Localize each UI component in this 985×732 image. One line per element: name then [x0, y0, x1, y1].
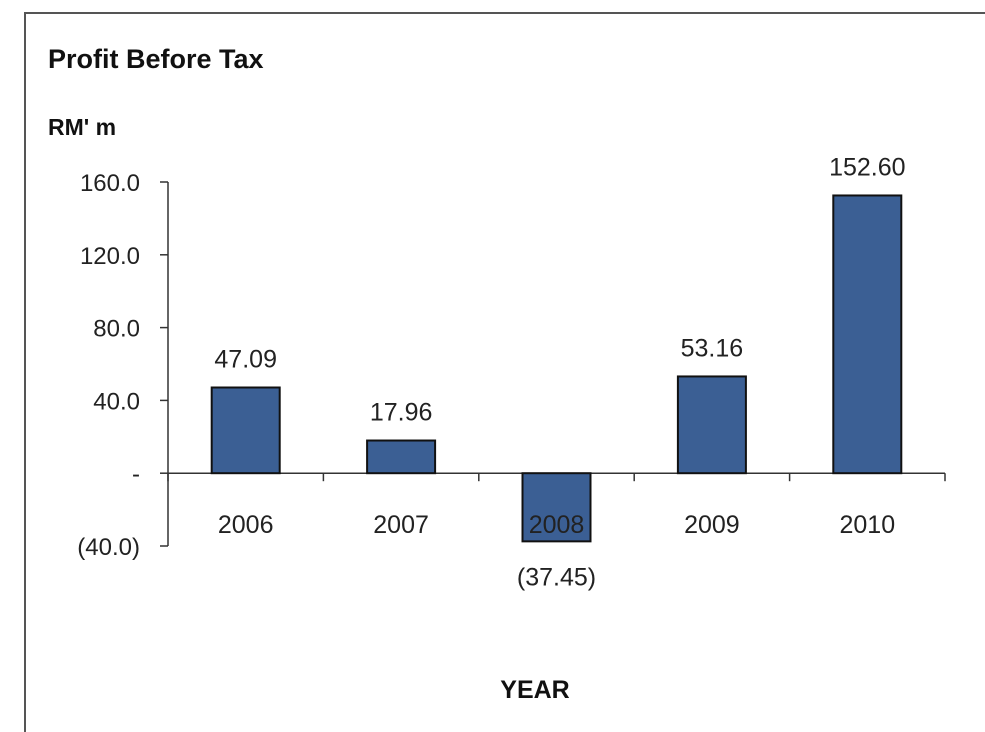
- y-tick-label: 40.0: [93, 388, 140, 415]
- category-label: 2006: [218, 511, 274, 539]
- chart: Profit Before Tax RM' m 160.0 120.0 80.0 40…: [48, 44, 946, 704]
- data-label: 47.09: [214, 345, 277, 373]
- bar-2010: [832, 194, 903, 475]
- chart-title: Profit Before Tax: [48, 44, 264, 74]
- y-tick-label: 120.0: [80, 243, 140, 270]
- data-label: 152.60: [829, 153, 905, 181]
- unit-label: RM' m: [48, 114, 116, 140]
- category-label: 2008: [529, 511, 585, 539]
- y-tick-label: -: [132, 461, 140, 488]
- data-label: (37.45): [517, 563, 596, 591]
- labels: 160.0 120.0 80.0 40.0 - (40.0) 2006 2007 2008 200…: [77, 153, 905, 591]
- bar-2006: [210, 386, 281, 475]
- category-label: 2010: [839, 511, 895, 539]
- y-tick-label: (40.0): [77, 534, 140, 561]
- y-tick-label: 160.0: [80, 170, 140, 197]
- category-label: 2007: [373, 511, 429, 539]
- category-label: 2009: [684, 511, 740, 539]
- data-label: 53.16: [681, 334, 744, 362]
- data-label: 17.96: [370, 399, 433, 427]
- bar-2009: [676, 375, 747, 475]
- chart-frame: [24, 12, 985, 732]
- bar-2007: [366, 439, 437, 475]
- y-tick-label: 80.0: [93, 316, 140, 343]
- x-axis-label: YEAR: [500, 676, 569, 704]
- bar-2008: [521, 472, 592, 543]
- bars: [210, 194, 903, 543]
